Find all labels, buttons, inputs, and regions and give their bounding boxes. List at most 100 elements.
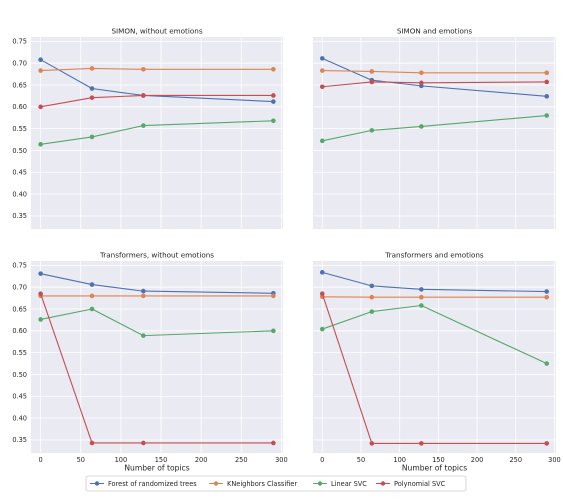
series-polynomial-svc xyxy=(319,79,550,90)
series-line-linear-svc xyxy=(322,304,547,365)
plot-area xyxy=(313,37,556,229)
legend: Forest of randomized trees KNeighbors Cl… xyxy=(85,475,467,492)
legend-marker-kneighbors xyxy=(213,481,219,486)
series-linear-svc xyxy=(38,118,276,147)
data-point-forest-of-randomized-trees xyxy=(369,283,375,289)
data-point-linear-svc xyxy=(544,361,550,366)
x-tick-label: 200 xyxy=(195,456,208,464)
x-tick-label: 200 xyxy=(471,456,484,464)
data-point-forest-of-randomized-trees xyxy=(544,289,550,294)
subplot-3: 0.35 0.40 0.45 0.50 0.55 0.60 0.65 0.70 0.75 0 50 1… xyxy=(12,251,287,473)
legend-entry-forest: Forest of randomized trees xyxy=(90,480,197,488)
legend-entry-polynomial-svc: Polynomial SVC xyxy=(376,480,446,488)
y-tick-label: 0.60 xyxy=(12,103,27,111)
plot-area xyxy=(31,261,283,453)
data-point-polynomial-svc xyxy=(369,79,375,85)
y-tick-label: 0.55 xyxy=(12,349,27,357)
data-point-linear-svc xyxy=(419,124,424,129)
data-point-forest-of-randomized-trees xyxy=(89,86,95,91)
data-point-polynomial-svc xyxy=(419,80,424,86)
series-line-linear-svc xyxy=(40,308,274,337)
data-point-linear-svc xyxy=(544,113,550,118)
data-point-kneighbors-classifier xyxy=(38,68,43,73)
x-tick-label: 300 xyxy=(275,456,288,464)
data-point-linear-svc xyxy=(271,118,276,124)
data-point-forest-of-randomized-trees xyxy=(38,271,43,276)
series-linear-svc xyxy=(319,303,550,366)
x-tick-label: 100 xyxy=(393,456,406,464)
legend-entry-kneighbors: KNeighbors Classifier xyxy=(209,480,297,488)
data-point-forest-of-randomized-trees xyxy=(271,99,276,104)
series-line-forest-of-randomized-trees xyxy=(40,59,274,103)
data-point-forest-of-randomized-trees xyxy=(141,288,146,294)
data-point-polynomial-svc xyxy=(319,84,325,90)
data-point-kneighbors-classifier xyxy=(544,70,550,76)
subplot-title: SIMON and emotions xyxy=(397,27,473,36)
series-polynomial-svc xyxy=(319,291,550,446)
data-point-kneighbors-classifier xyxy=(271,66,276,72)
data-point-kneighbors-classifier xyxy=(419,294,424,300)
y-tick-label: 0.70 xyxy=(12,59,27,67)
data-point-polynomial-svc xyxy=(419,441,424,446)
series-line-kneighbors-classifier xyxy=(322,70,547,74)
series-kneighbors-classifier xyxy=(319,68,550,76)
data-point-linear-svc xyxy=(271,328,276,334)
x-tick-label: 150 xyxy=(155,456,168,464)
series-line-forest-of-randomized-trees xyxy=(322,57,547,97)
series-line-linear-svc xyxy=(40,120,274,145)
data-point-kneighbors-classifier xyxy=(319,68,325,73)
legend-entry-linear-svc: Linear SVC xyxy=(313,480,367,488)
subplot-title: SIMON, without emotions xyxy=(111,27,202,36)
y-tick-label: 0.55 xyxy=(12,125,27,133)
data-point-polynomial-svc xyxy=(319,291,325,297)
legend-label-forest: Forest of randomized trees xyxy=(108,480,197,488)
subplot-grid: 0.35 0.40 0.45 0.50 0.55 0.60 0.65 0.70 0.75 SIMO… xyxy=(12,27,560,473)
data-point-polynomial-svc xyxy=(38,291,43,297)
x-tick-label: 50 xyxy=(77,456,85,464)
series-linear-svc xyxy=(38,306,276,338)
series-forest-of-randomized-trees xyxy=(38,271,276,296)
series-line-linear-svc xyxy=(322,115,547,142)
x-tick-label: 100 xyxy=(115,456,128,464)
data-point-polynomial-svc xyxy=(271,440,276,446)
data-point-linear-svc xyxy=(319,326,325,332)
subplot-2: SIMON and emotions xyxy=(313,27,556,229)
x-tick-label: 300 xyxy=(548,456,561,464)
legend-marker-linear-svc xyxy=(317,481,323,486)
y-tick-label: 0.35 xyxy=(12,436,27,444)
series-line-forest-of-randomized-trees xyxy=(322,271,547,293)
x-tick-label: 0 xyxy=(39,456,43,464)
data-point-linear-svc xyxy=(89,134,95,140)
data-point-kneighbors-classifier xyxy=(271,293,276,299)
data-point-kneighbors-classifier xyxy=(89,66,95,71)
data-point-polynomial-svc xyxy=(369,441,375,446)
series-line-polynomial-svc xyxy=(322,81,547,88)
series-line-polynomial-svc xyxy=(40,94,274,108)
data-point-polynomial-svc xyxy=(141,440,146,446)
data-point-linear-svc xyxy=(89,306,95,312)
series-kneighbors-classifier xyxy=(38,66,276,73)
y-tick-label: 0.45 xyxy=(12,393,27,401)
y-tick-label: 0.70 xyxy=(12,283,27,291)
data-point-polynomial-svc xyxy=(271,93,276,98)
x-tick-label: 50 xyxy=(357,456,365,464)
data-point-kneighbors-classifier xyxy=(141,66,146,72)
y-tick-label: 0.40 xyxy=(12,414,27,422)
y-tick-label: 0.75 xyxy=(12,262,27,270)
y-tick-label: 0.50 xyxy=(12,371,27,379)
series-line-kneighbors-classifier xyxy=(40,67,274,72)
y-tick-label: 0.65 xyxy=(12,305,27,313)
x-tick-label: 250 xyxy=(509,456,522,464)
data-point-polynomial-svc xyxy=(544,79,550,85)
subplot-title: Transformers and emotions xyxy=(384,251,484,260)
y-tick-label: 0.35 xyxy=(12,212,27,220)
series-linear-svc xyxy=(319,113,550,144)
data-point-linear-svc xyxy=(369,128,375,133)
data-point-linear-svc xyxy=(369,309,375,314)
plot-area xyxy=(31,37,283,229)
y-tick-label: 0.65 xyxy=(12,81,27,89)
data-point-polynomial-svc xyxy=(141,93,146,98)
data-point-linear-svc xyxy=(38,142,43,147)
legend-label-linear-svc: Linear SVC xyxy=(331,480,367,488)
